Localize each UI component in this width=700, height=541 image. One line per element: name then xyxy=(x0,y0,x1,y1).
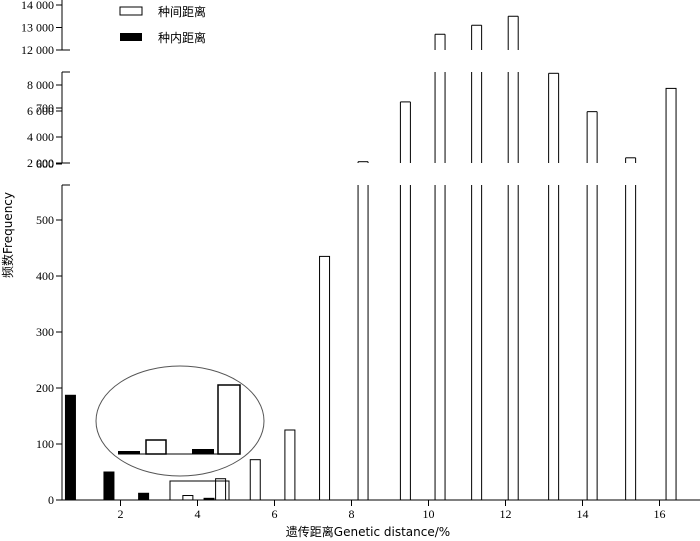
x-tick-label: 12 xyxy=(500,507,512,521)
bar-interspecific xyxy=(434,185,446,500)
bar-interspecific xyxy=(319,255,331,501)
inset-bar-intra xyxy=(192,449,214,454)
bar-interspecific xyxy=(471,72,483,163)
y-tick-label: 12 000 xyxy=(21,43,54,57)
bar-interspecific xyxy=(507,16,519,50)
bar-intraspecific xyxy=(103,471,115,501)
inset-bar-inter xyxy=(145,439,167,455)
y-tick-label: 300 xyxy=(36,325,54,339)
legend-swatch-intra xyxy=(120,33,142,41)
legend-label-intra: 种内距离 xyxy=(158,30,206,45)
bar-interspecific xyxy=(507,72,519,163)
legend-swatch-inter xyxy=(119,6,143,16)
y-axis-title: 频数Frequency xyxy=(0,192,15,278)
y-tick-label: 14 000 xyxy=(21,0,54,12)
bar-interspecific xyxy=(249,459,261,501)
y-tick-label: 8 000 xyxy=(27,78,54,92)
bar-interspecific xyxy=(586,185,598,500)
x-tick-label: 4 xyxy=(195,507,201,521)
bar-interspecific xyxy=(471,185,483,500)
bar-intraspecific xyxy=(64,394,76,501)
inset-bar-inter xyxy=(217,384,241,455)
y-tick-label: 200 xyxy=(36,381,54,395)
x-axis-title: 遗传距离Genetic distance/% xyxy=(286,524,450,539)
y-tick-label: 13 000 xyxy=(21,21,54,35)
bar-interspecific xyxy=(357,185,369,500)
y-tick-label: 0 xyxy=(48,493,54,507)
x-tick-label: 14 xyxy=(577,507,589,521)
y-tick-label: 2 000 xyxy=(27,156,54,170)
bar-interspecific xyxy=(507,185,519,500)
bar-interspecific xyxy=(182,495,194,501)
bar-interspecific xyxy=(665,87,677,501)
bar-interspecific xyxy=(471,25,483,50)
bar-interspecific xyxy=(399,185,411,500)
x-tick-label: 8 xyxy=(349,507,355,521)
bar-interspecific xyxy=(215,478,227,501)
bar-interspecific xyxy=(284,429,296,501)
x-tick-label: 16 xyxy=(654,507,666,521)
legend-label-inter: 种间距离 xyxy=(158,4,206,19)
bar-interspecific xyxy=(434,72,446,163)
y-tick-label: 400 xyxy=(36,269,54,283)
x-tick-label: 10 xyxy=(423,507,435,521)
bar-interspecific xyxy=(399,101,411,163)
y-tick-label: 500 xyxy=(36,213,54,227)
inset-ellipse xyxy=(95,365,265,477)
bar-interspecific xyxy=(548,185,560,500)
bar-interspecific xyxy=(434,34,446,50)
y-tick-label: 600 xyxy=(36,157,54,171)
y-tick-label: 6 000 xyxy=(27,104,54,118)
bar-interspecific xyxy=(548,73,560,163)
y-tick-label: 4 000 xyxy=(27,130,54,144)
bar-interspecific xyxy=(625,185,637,500)
y-tick-label: 700 xyxy=(36,101,54,115)
x-tick-label: 6 xyxy=(272,507,278,521)
inset-source-box xyxy=(169,480,230,501)
y-tick-label: 100 xyxy=(36,437,54,451)
inset-bar-intra xyxy=(118,451,140,454)
bar-interspecific xyxy=(625,157,637,163)
bar-interspecific xyxy=(586,111,598,163)
bar-intraspecific xyxy=(138,492,150,501)
x-tick-label: 2 xyxy=(118,507,124,521)
